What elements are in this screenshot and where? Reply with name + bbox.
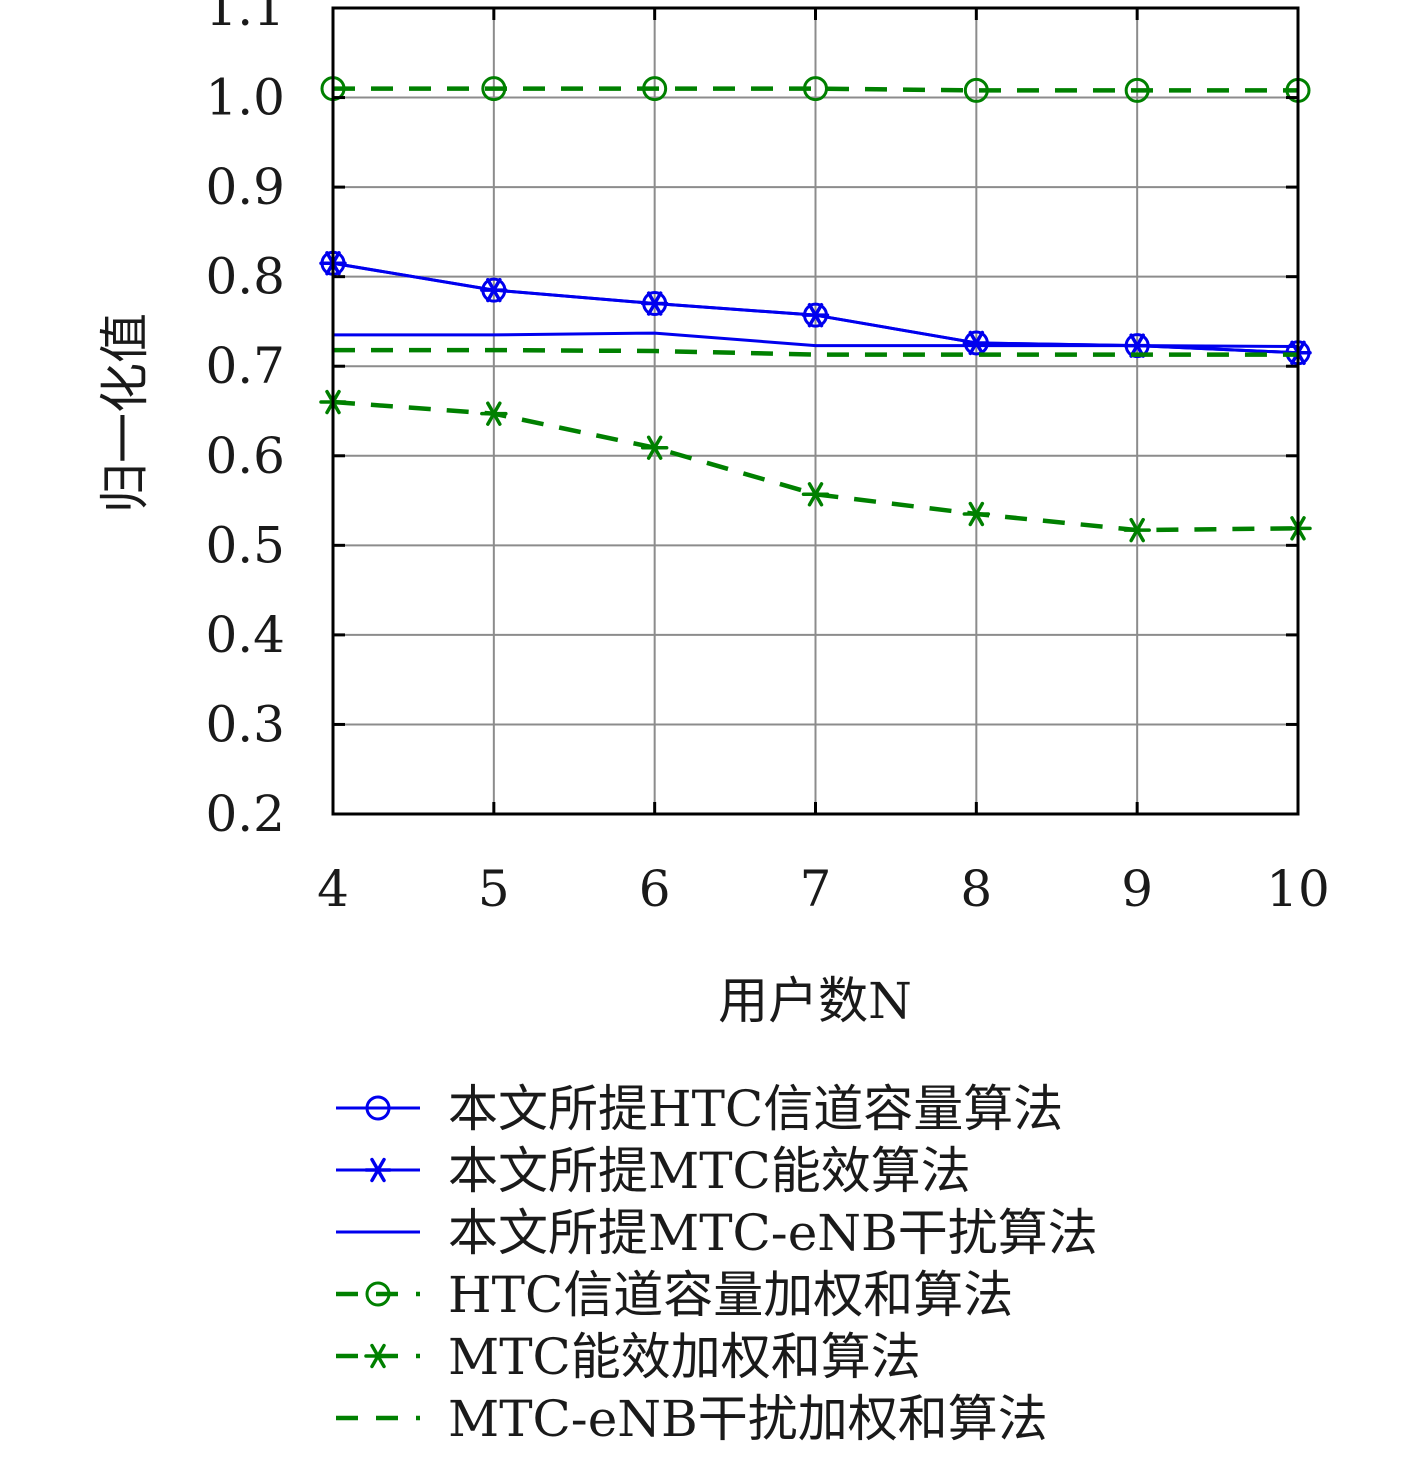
data-point [640, 291, 669, 316]
y-tick-label: 1.0 [205, 69, 285, 127]
series-4 [319, 389, 1312, 543]
legend-label: HTC信道容量加权和算法 [448, 1266, 1013, 1324]
y-tick-label: 0.9 [205, 158, 285, 216]
legend-item: 本文所提MTC能效算法 [336, 1142, 971, 1200]
legend-marker [365, 1095, 391, 1121]
y-tick-label: 0.6 [205, 427, 285, 485]
x-tick-labels: 4 5 6 7 8 9 10 [317, 860, 1330, 918]
grid [332, 7, 1299, 815]
y-axis-title: 归一化值 [96, 313, 154, 513]
x-tick-label: 6 [639, 860, 671, 918]
data-point [1123, 517, 1151, 543]
data-point [642, 76, 668, 102]
x-tick-label: 10 [1266, 860, 1330, 918]
x-tick-label: 7 [800, 860, 832, 918]
legend-label: MTC-eNB干扰加权和算法 [448, 1390, 1048, 1448]
series-line [333, 86, 1298, 93]
series-line [333, 347, 1298, 357]
legend-item: MTC能效加权和算法 [336, 1328, 921, 1386]
data-point [480, 401, 508, 426]
x-tick-label: 9 [1121, 860, 1153, 918]
legend-item: HTC信道容量加权和算法 [336, 1266, 1013, 1324]
x-axis-title: 用户数N [718, 972, 912, 1030]
series-layer [319, 76, 1312, 543]
legend-label: 本文所提MTC-eNB干扰算法 [448, 1204, 1098, 1262]
y-tick-label: 0.3 [205, 695, 285, 753]
y-tick-label: 0.5 [205, 516, 285, 574]
legend-item: MTC-eNB干扰加权和算法 [336, 1390, 1048, 1448]
y-tick-label: 1.1 [205, 0, 285, 37]
series-5 [333, 347, 1298, 357]
data-point [962, 330, 991, 356]
series-2 [333, 331, 1299, 349]
legend-item: 本文所提HTC信道容量算法 [336, 1080, 1063, 1138]
legend-marker [365, 1281, 391, 1307]
series-line [333, 331, 1299, 349]
data-point [640, 435, 669, 460]
x-tick-label: 4 [317, 860, 349, 918]
legend-marker [364, 1343, 392, 1369]
legend: 本文所提HTC信道容量算法本文所提MTC能效算法本文所提MTC-eNB干扰算法H… [336, 1080, 1098, 1448]
y-tick-label: 0.7 [205, 337, 285, 395]
data-point [803, 76, 828, 102]
x-tick-label: 5 [478, 860, 510, 918]
data-point [481, 76, 507, 102]
legend-marker [364, 1157, 392, 1183]
axis-ticks [331, 6, 1300, 816]
legend-label: 本文所提MTC能效算法 [448, 1142, 971, 1200]
y-tick-label: 0.4 [205, 606, 285, 664]
legend-item: 本文所提MTC-eNB干扰算法 [336, 1204, 1098, 1262]
legend-label: MTC能效加权和算法 [448, 1328, 921, 1386]
data-point [1124, 77, 1150, 103]
x-tick-label: 8 [960, 860, 992, 918]
y-tick-labels: 0.2 0.3 0.4 0.5 0.6 0.7 0.8 0.9 1.0 1.1 [205, 0, 285, 843]
y-tick-label: 0.8 [205, 248, 285, 306]
data-point [801, 482, 830, 507]
legend-label: 本文所提HTC信道容量算法 [448, 1080, 1063, 1138]
y-tick-label: 0.2 [205, 785, 285, 843]
data-point [801, 302, 830, 328]
data-point [480, 277, 508, 303]
data-point [962, 501, 991, 527]
data-point [963, 77, 989, 103]
